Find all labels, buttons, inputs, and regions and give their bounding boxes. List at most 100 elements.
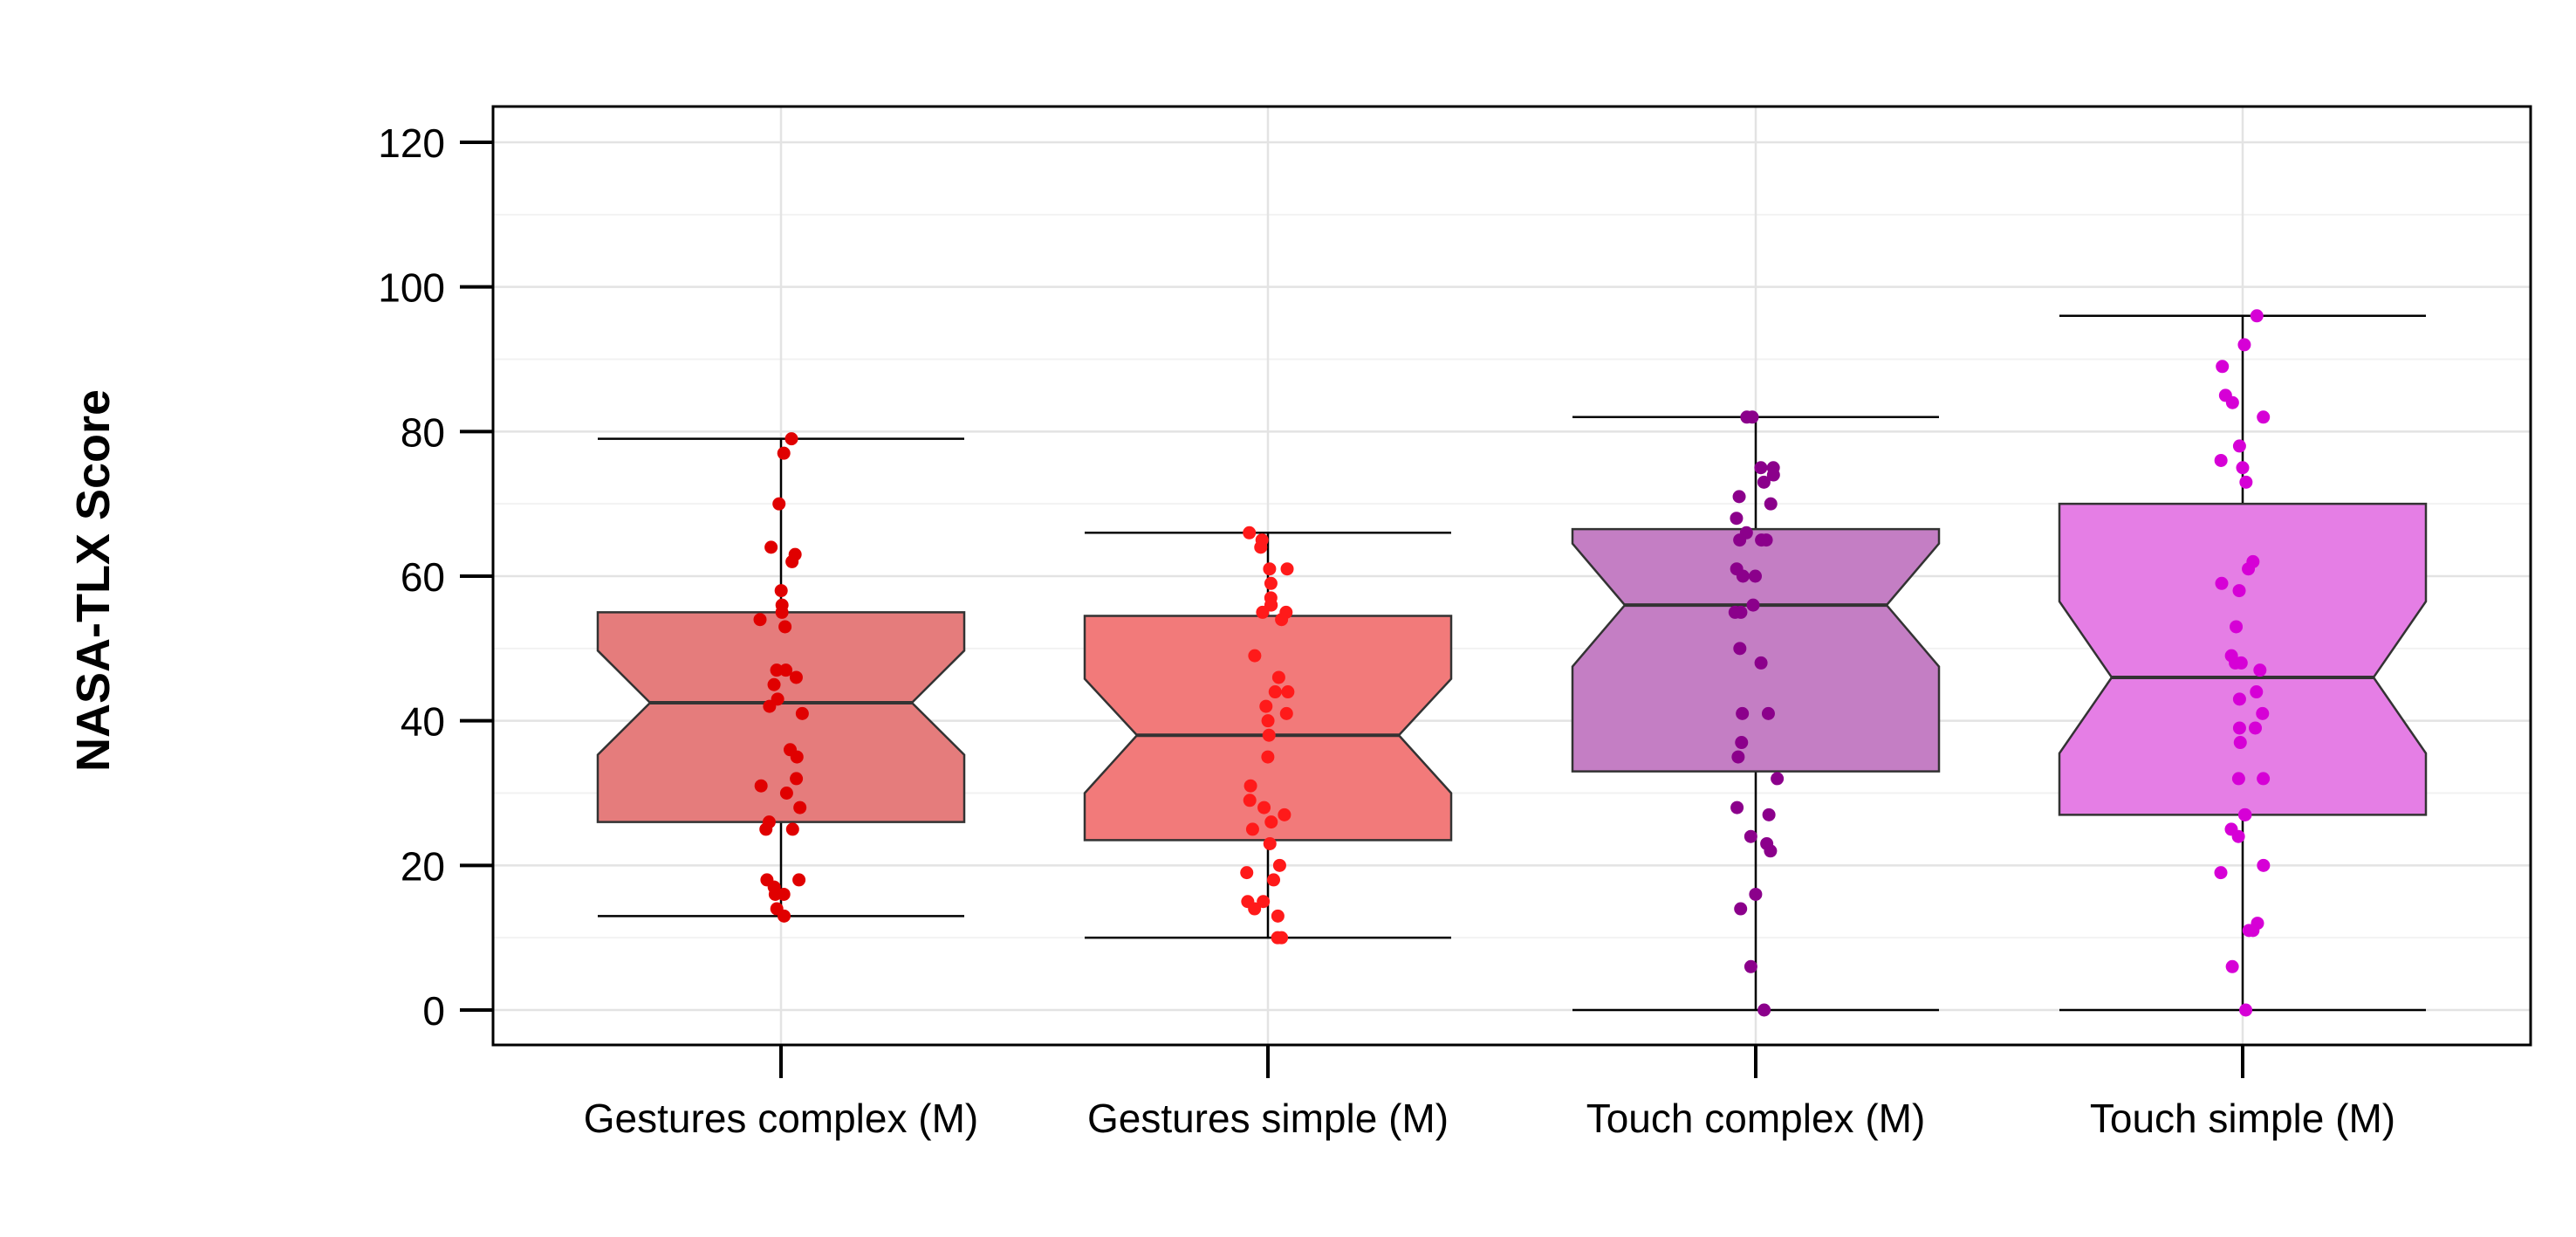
data-point (1761, 706, 1775, 720)
data-point (1749, 569, 1763, 583)
y-tick-label: 100 (378, 265, 445, 311)
data-point (2231, 829, 2245, 843)
data-point (1275, 931, 1289, 945)
data-point (2231, 772, 2245, 786)
data-point (790, 750, 804, 764)
data-point (1248, 649, 1262, 663)
data-point (1754, 656, 1768, 670)
data-point (1755, 533, 1769, 547)
data-point (775, 605, 789, 619)
data-point (1766, 468, 1780, 482)
data-points (1728, 410, 1785, 1017)
data-point (1268, 685, 1282, 699)
data-point (1275, 613, 1289, 627)
data-point (2242, 562, 2256, 576)
data-point (2233, 736, 2247, 750)
data-point (2250, 685, 2264, 699)
data-point (1271, 670, 1285, 684)
y-tick-label: 120 (378, 120, 445, 166)
data-point (2257, 858, 2271, 872)
data-point (1240, 866, 1254, 880)
data-point (753, 613, 767, 627)
data-point (1733, 533, 1747, 547)
data-point (1279, 706, 1293, 720)
data-point (767, 677, 781, 691)
data-point (1731, 750, 1745, 764)
data-point (1257, 801, 1271, 814)
y-tick-label: 0 (422, 988, 445, 1034)
data-point (1762, 807, 1776, 821)
data-point (1245, 822, 1259, 836)
data-point (2256, 706, 2270, 720)
data-point (2225, 395, 2239, 409)
data-point (1746, 598, 1760, 612)
data-point (785, 554, 799, 568)
data-point (2214, 866, 2228, 880)
data-point (1280, 562, 1294, 576)
data-point (1271, 909, 1285, 923)
data-point (1730, 512, 1744, 526)
data-point (2232, 721, 2246, 735)
data-point (1735, 736, 1749, 750)
data-point (1248, 902, 1262, 916)
data-point (2216, 360, 2230, 374)
data-point (2232, 584, 2246, 598)
data-point (768, 887, 782, 901)
data-point (1261, 714, 1275, 728)
y-tick-label: 20 (401, 843, 445, 889)
data-point (784, 432, 798, 446)
data-point (1736, 706, 1750, 720)
data-point (2225, 959, 2239, 973)
data-point (1754, 461, 1768, 475)
data-point (1264, 576, 1278, 590)
data-points (2214, 309, 2271, 1017)
data-point (795, 706, 809, 720)
data-point (2229, 656, 2243, 670)
data-point (770, 663, 784, 677)
box-body (596, 611, 966, 823)
data-point (790, 772, 804, 786)
data-point (1764, 844, 1778, 858)
data-point (789, 670, 803, 684)
data-point (1257, 895, 1271, 909)
data-points (753, 432, 809, 923)
x-tick-label: Touch simple (M) (2090, 1096, 2395, 1141)
data-point (759, 822, 773, 836)
y-tick-label: 60 (401, 554, 445, 600)
data-point (1243, 794, 1257, 807)
data-point (2238, 807, 2252, 821)
y-tick-label: 40 (401, 699, 445, 745)
data-point (1264, 815, 1278, 829)
data-point (772, 497, 786, 511)
x-tick-label: Gestures simple (M) (1087, 1096, 1449, 1141)
data-point (1730, 801, 1744, 814)
data-points (1240, 526, 1295, 945)
data-point (754, 779, 768, 793)
data-point (1757, 475, 1771, 489)
data-point (1744, 959, 1757, 973)
data-point (1278, 807, 1291, 821)
data-point (1263, 562, 1277, 576)
box-body (1571, 527, 1941, 773)
data-point (1259, 699, 1273, 713)
data-point (1281, 685, 1295, 699)
data-point (1728, 605, 1742, 619)
data-point (1243, 526, 1257, 539)
data-point (1243, 779, 1257, 793)
data-point (1267, 873, 1281, 887)
data-point (764, 540, 778, 554)
data-point (2236, 461, 2250, 475)
data-point (2214, 453, 2228, 467)
data-point (1757, 1003, 1771, 1017)
y-axis-label: NASA-TLX Score (67, 389, 120, 772)
box-body (1083, 615, 1453, 842)
data-point (2253, 663, 2267, 677)
data-point (2257, 772, 2271, 786)
data-point (792, 873, 806, 887)
y-tick-label: 80 (401, 409, 445, 455)
data-point (1744, 829, 1757, 843)
data-point (2249, 721, 2263, 735)
data-point (2232, 439, 2246, 453)
